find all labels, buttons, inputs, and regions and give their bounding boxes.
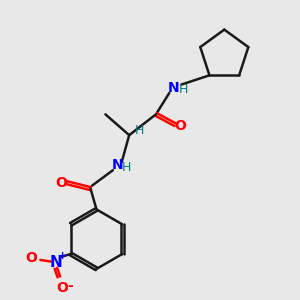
Text: O: O xyxy=(56,280,68,295)
Text: H: H xyxy=(122,161,131,174)
Text: -: - xyxy=(67,279,73,293)
Text: H: H xyxy=(178,83,188,97)
Text: N: N xyxy=(112,158,123,172)
Text: O: O xyxy=(26,251,38,266)
Text: O: O xyxy=(55,176,67,190)
Text: +: + xyxy=(58,251,67,261)
Text: O: O xyxy=(175,119,187,133)
Text: N: N xyxy=(50,255,62,270)
Text: H: H xyxy=(135,124,144,137)
Text: N: N xyxy=(168,81,180,94)
